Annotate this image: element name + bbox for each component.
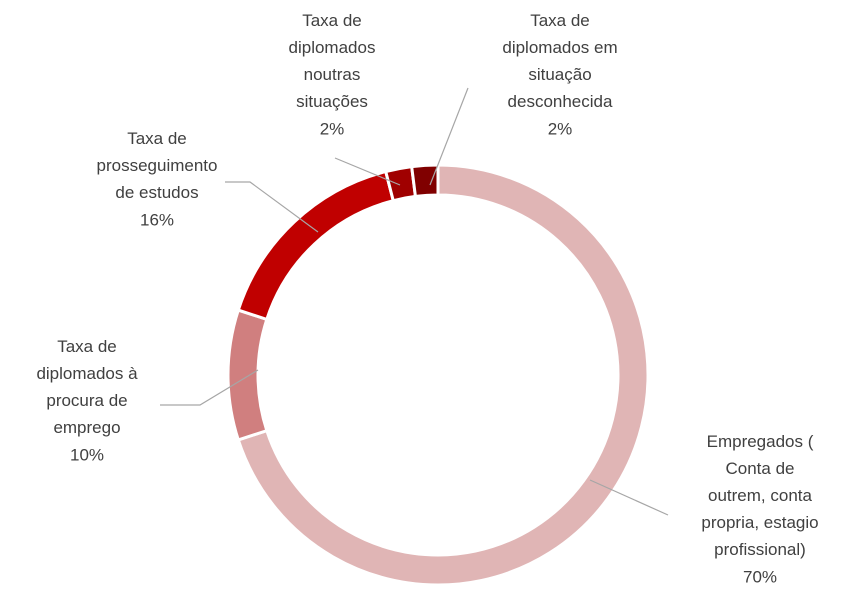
label-line: situação (528, 65, 591, 84)
label-line: de estudos (115, 183, 198, 202)
value-label: 2% (548, 119, 573, 138)
leader-line (225, 181, 319, 233)
donut-slice (236, 169, 396, 322)
label-line: Taxa de (302, 11, 362, 30)
value-label: 70% (743, 567, 777, 586)
value-label: 16% (140, 210, 174, 229)
label-line: procura de (46, 391, 127, 410)
label-line: emprego (53, 418, 120, 437)
category-label: Taxa de prosseguimento de estudos (97, 129, 218, 202)
donut-slice (410, 163, 440, 199)
leader-line (589, 479, 669, 516)
leader-line (429, 87, 469, 186)
label-line: diplomados em (502, 38, 617, 57)
label-line: Taxa de (57, 337, 117, 356)
label-line: Taxa de (530, 11, 590, 30)
label-line: propria, estagio (701, 513, 818, 532)
label-line: Conta de (726, 459, 795, 478)
label-line: diplomados (289, 38, 376, 57)
label-line: noutras (304, 65, 361, 84)
label-line: desconhecida (508, 92, 613, 111)
value-label: 2% (320, 119, 345, 138)
label-line: outrem, conta (708, 486, 812, 505)
category-label: Taxa de diplomados em situação desconhecida (502, 11, 617, 111)
donut-slice (236, 163, 650, 587)
leader-line (334, 157, 401, 186)
category-label: Taxa de diplomados à procura de emprego (36, 337, 138, 437)
label-line: diplomados à (36, 364, 138, 383)
label-line: situações (296, 92, 368, 111)
label-line: Empregados ( (707, 432, 814, 451)
label-line: prosseguimento (97, 156, 218, 175)
donut-slice (226, 308, 269, 442)
leader-line (160, 369, 259, 406)
label-line: profissional) (714, 540, 806, 559)
category-label: Empregados ( Conta de outrem, conta propria… (701, 432, 818, 559)
category-label: Taxa de diplomados noutras situações (289, 11, 376, 111)
value-label: 10% (70, 445, 104, 464)
label-line: Taxa de (127, 129, 187, 148)
